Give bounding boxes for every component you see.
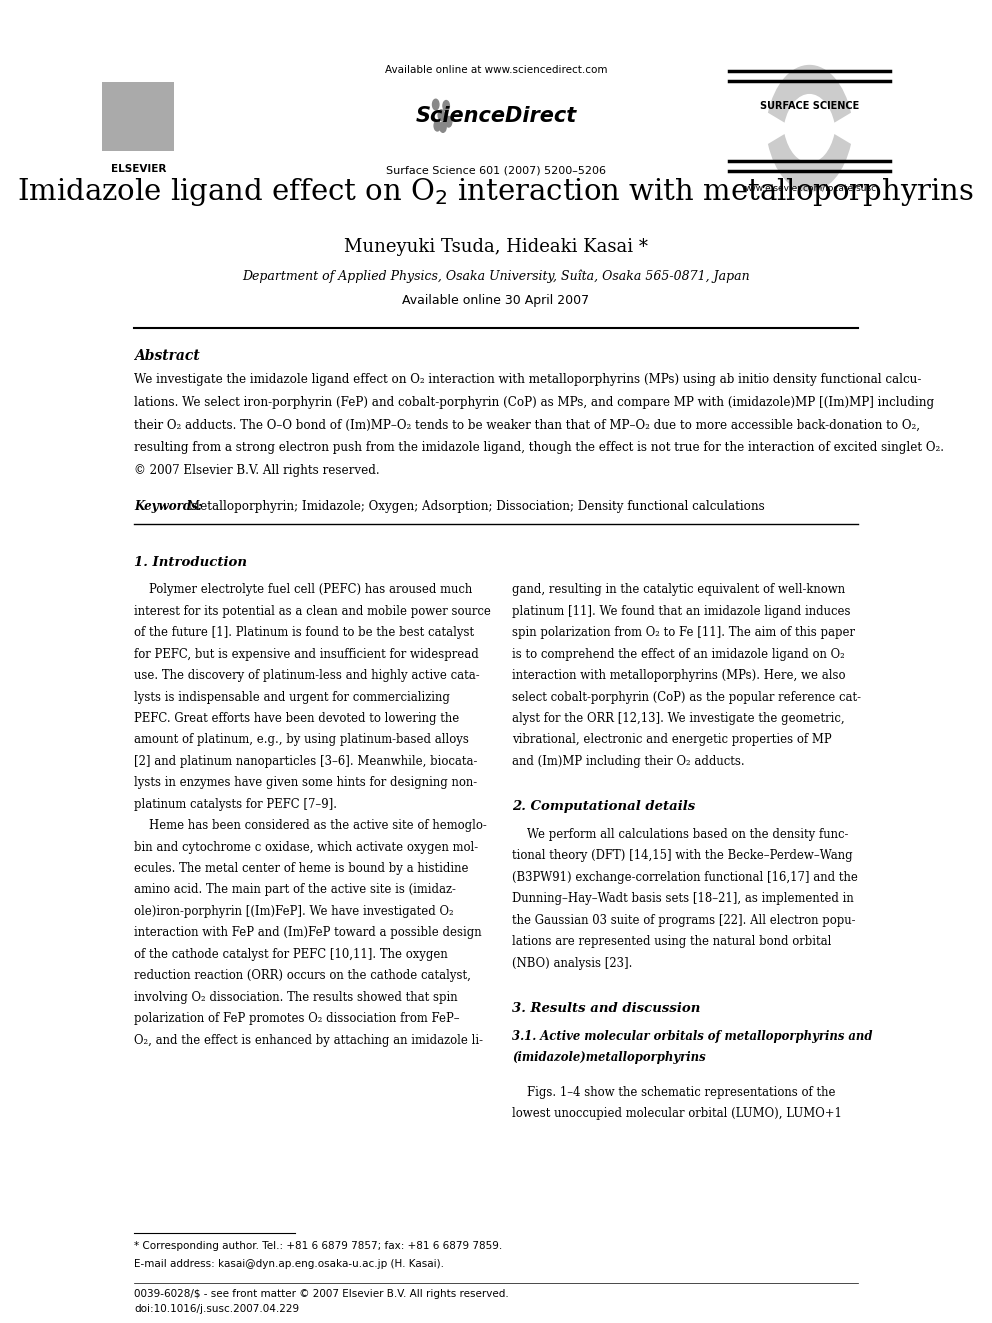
Text: 1. Introduction: 1. Introduction	[134, 556, 247, 569]
Text: (B3PW91) exchange-correlation functional [16,17] and the: (B3PW91) exchange-correlation functional…	[512, 871, 858, 884]
Text: amount of platinum, e.g., by using platinum-based alloys: amount of platinum, e.g., by using plati…	[134, 733, 469, 746]
Text: lations are represented using the natural bond orbital: lations are represented using the natura…	[512, 935, 831, 949]
Text: gand, resulting in the catalytic equivalent of well-known: gand, resulting in the catalytic equival…	[512, 583, 845, 597]
Text: ecules. The metal center of heme is bound by a histidine: ecules. The metal center of heme is boun…	[134, 863, 469, 875]
Text: for PEFC, but is expensive and insufficient for widespread: for PEFC, but is expensive and insuffici…	[134, 648, 479, 660]
Text: tional theory (DFT) [14,15] with the Becke–Perdew–Wang: tional theory (DFT) [14,15] with the Bec…	[512, 849, 853, 863]
Text: platinum [11]. We found that an imidazole ligand induces: platinum [11]. We found that an imidazol…	[512, 605, 850, 618]
Circle shape	[434, 120, 440, 131]
Text: Keywords:: Keywords:	[134, 500, 202, 513]
Text: Available online 30 April 2007: Available online 30 April 2007	[403, 294, 589, 307]
Text: 0039-6028/$ - see front matter © 2007 Elsevier B.V. All rights reserved.: 0039-6028/$ - see front matter © 2007 El…	[134, 1289, 509, 1299]
Text: bin and cytochrome c oxidase, which activate oxygen mol-: bin and cytochrome c oxidase, which acti…	[134, 840, 478, 853]
Text: and (Im)MP including their O₂ adducts.: and (Im)MP including their O₂ adducts.	[512, 755, 745, 767]
Text: Surface Science 601 (2007) 5200–5206: Surface Science 601 (2007) 5200–5206	[386, 165, 606, 176]
Text: resulting from a strong electron push from the imidazole ligand, though the effe: resulting from a strong electron push fr…	[134, 442, 944, 454]
Circle shape	[433, 99, 438, 110]
Text: 2. Computational details: 2. Computational details	[512, 800, 695, 814]
Text: amino acid. The main part of the active site is (imidaz-: amino acid. The main part of the active …	[134, 884, 456, 897]
Text: Metalloporphyrin; Imidazole; Oxygen; Adsorption; Dissociation; Density functiona: Metalloporphyrin; Imidazole; Oxygen; Ads…	[188, 500, 765, 513]
Text: www.elsevier.com/locate/susc: www.elsevier.com/locate/susc	[742, 184, 877, 193]
Text: 3. Results and discussion: 3. Results and discussion	[512, 1002, 700, 1015]
Text: reduction reaction (ORR) occurs on the cathode catalyst,: reduction reaction (ORR) occurs on the c…	[134, 970, 471, 982]
Text: We investigate the imidazole ligand effect on O₂ interaction with metalloporphyr: We investigate the imidazole ligand effe…	[134, 373, 922, 386]
Text: of the future [1]. Platinum is found to be the best catalyst: of the future [1]. Platinum is found to …	[134, 626, 474, 639]
Text: alyst for the ORR [12,13]. We investigate the geometric,: alyst for the ORR [12,13]. We investigat…	[512, 712, 845, 725]
Text: PEFC. Great efforts have been devoted to lowering the: PEFC. Great efforts have been devoted to…	[134, 712, 459, 725]
Text: © 2007 Elsevier B.V. All rights reserved.: © 2007 Elsevier B.V. All rights reserved…	[134, 464, 380, 478]
Text: select cobalt-porphyrin (CoP) as the popular reference cat-: select cobalt-porphyrin (CoP) as the pop…	[512, 691, 861, 704]
Text: (NBO) analysis [23].: (NBO) analysis [23].	[512, 957, 633, 970]
Text: their O₂ adducts. The O–O bond of (Im)MP–O₂ tends to be weaker than that of MP–O: their O₂ adducts. The O–O bond of (Im)MP…	[134, 418, 921, 431]
Text: lysts is indispensable and urgent for commercializing: lysts is indispensable and urgent for co…	[134, 691, 450, 704]
Text: Imidazole ligand effect on O$_2$ interaction with metalloporphyrins: Imidazole ligand effect on O$_2$ interac…	[18, 176, 974, 208]
Text: doi:10.1016/j.susc.2007.04.229: doi:10.1016/j.susc.2007.04.229	[134, 1304, 300, 1315]
Text: Heme has been considered as the active site of hemoglo-: Heme has been considered as the active s…	[134, 819, 487, 832]
Text: vibrational, electronic and energetic properties of MP: vibrational, electronic and energetic pr…	[512, 733, 831, 746]
Text: interaction with metalloporphyrins (MPs). Here, we also: interaction with metalloporphyrins (MPs)…	[512, 669, 845, 683]
Text: polarization of FeP promotes O₂ dissociation from FeP–: polarization of FeP promotes O₂ dissocia…	[134, 1012, 460, 1025]
Wedge shape	[768, 65, 851, 123]
Text: platinum catalysts for PEFC [7–9].: platinum catalysts for PEFC [7–9].	[134, 798, 337, 811]
Circle shape	[445, 116, 451, 127]
FancyBboxPatch shape	[102, 82, 175, 151]
Text: Polymer electrolyte fuel cell (PEFC) has aroused much: Polymer electrolyte fuel cell (PEFC) has…	[134, 583, 472, 597]
Text: ELSEVIER: ELSEVIER	[111, 164, 166, 175]
Text: involving O₂ dissociation. The results showed that spin: involving O₂ dissociation. The results s…	[134, 991, 458, 1004]
Text: ole)iron-porphyrin [(Im)FeP]. We have investigated O₂: ole)iron-porphyrin [(Im)FeP]. We have in…	[134, 905, 454, 918]
Text: [2] and platinum nanoparticles [3–6]. Meanwhile, biocata-: [2] and platinum nanoparticles [3–6]. Me…	[134, 755, 478, 767]
Text: SURFACE SCIENCE: SURFACE SCIENCE	[760, 101, 859, 111]
Wedge shape	[768, 134, 851, 192]
Text: of the cathode catalyst for PEFC [10,11]. The oxygen: of the cathode catalyst for PEFC [10,11]…	[134, 947, 448, 960]
Text: 3.1. Active molecular orbitals of metalloporphyrins and: 3.1. Active molecular orbitals of metall…	[512, 1029, 873, 1043]
Circle shape	[438, 110, 444, 120]
Text: Available online at www.sciencedirect.com: Available online at www.sciencedirect.co…	[385, 65, 607, 75]
Text: lysts in enzymes have given some hints for designing non-: lysts in enzymes have given some hints f…	[134, 777, 477, 790]
Text: use. The discovery of platinum-less and highly active cata-: use. The discovery of platinum-less and …	[134, 669, 480, 683]
Text: Muneyuki Tsuda, Hideaki Kasai *: Muneyuki Tsuda, Hideaki Kasai *	[344, 238, 648, 257]
Text: We perform all calculations based on the density func-: We perform all calculations based on the…	[512, 828, 848, 841]
Circle shape	[439, 122, 446, 132]
Text: lations. We select iron-porphyrin (FeP) and cobalt-porphyrin (CoP) as MPs, and c: lations. We select iron-porphyrin (FeP) …	[134, 396, 934, 409]
Text: E-mail address: kasai@dyn.ap.eng.osaka-u.ac.jp (H. Kasai).: E-mail address: kasai@dyn.ap.eng.osaka-u…	[134, 1259, 444, 1270]
Text: the Gaussian 03 suite of programs [22]. All electron popu-: the Gaussian 03 suite of programs [22]. …	[512, 914, 855, 926]
Text: (imidazole)metalloporphyrins: (imidazole)metalloporphyrins	[512, 1050, 705, 1064]
Text: interest for its potential as a clean and mobile power source: interest for its potential as a clean an…	[134, 605, 491, 618]
Text: spin polarization from O₂ to Fe [11]. The aim of this paper: spin polarization from O₂ to Fe [11]. Th…	[512, 626, 855, 639]
Text: * Corresponding author. Tel.: +81 6 6879 7857; fax: +81 6 6879 7859.: * Corresponding author. Tel.: +81 6 6879…	[134, 1241, 503, 1252]
Text: Figs. 1–4 show the schematic representations of the: Figs. 1–4 show the schematic representat…	[512, 1086, 835, 1098]
Text: Department of Applied Physics, Osaka University, Suîta, Osaka 565-0871, Japan: Department of Applied Physics, Osaka Uni…	[242, 270, 750, 283]
Text: Abstract: Abstract	[134, 349, 200, 364]
Circle shape	[443, 101, 449, 111]
Text: interaction with FeP and (Im)FeP toward a possible design: interaction with FeP and (Im)FeP toward …	[134, 926, 482, 939]
Text: is to comprehend the effect of an imidazole ligand on O₂: is to comprehend the effect of an imidaz…	[512, 648, 845, 660]
Text: lowest unoccupied molecular orbital (LUMO), LUMO+1: lowest unoccupied molecular orbital (LUM…	[512, 1107, 842, 1121]
Text: Dunning–Hay–Wadt basis sets [18–21], as implemented in: Dunning–Hay–Wadt basis sets [18–21], as …	[512, 892, 854, 905]
Text: ScienceDirect: ScienceDirect	[416, 106, 576, 126]
Text: O₂, and the effect is enhanced by attaching an imidazole li-: O₂, and the effect is enhanced by attach…	[134, 1033, 483, 1046]
